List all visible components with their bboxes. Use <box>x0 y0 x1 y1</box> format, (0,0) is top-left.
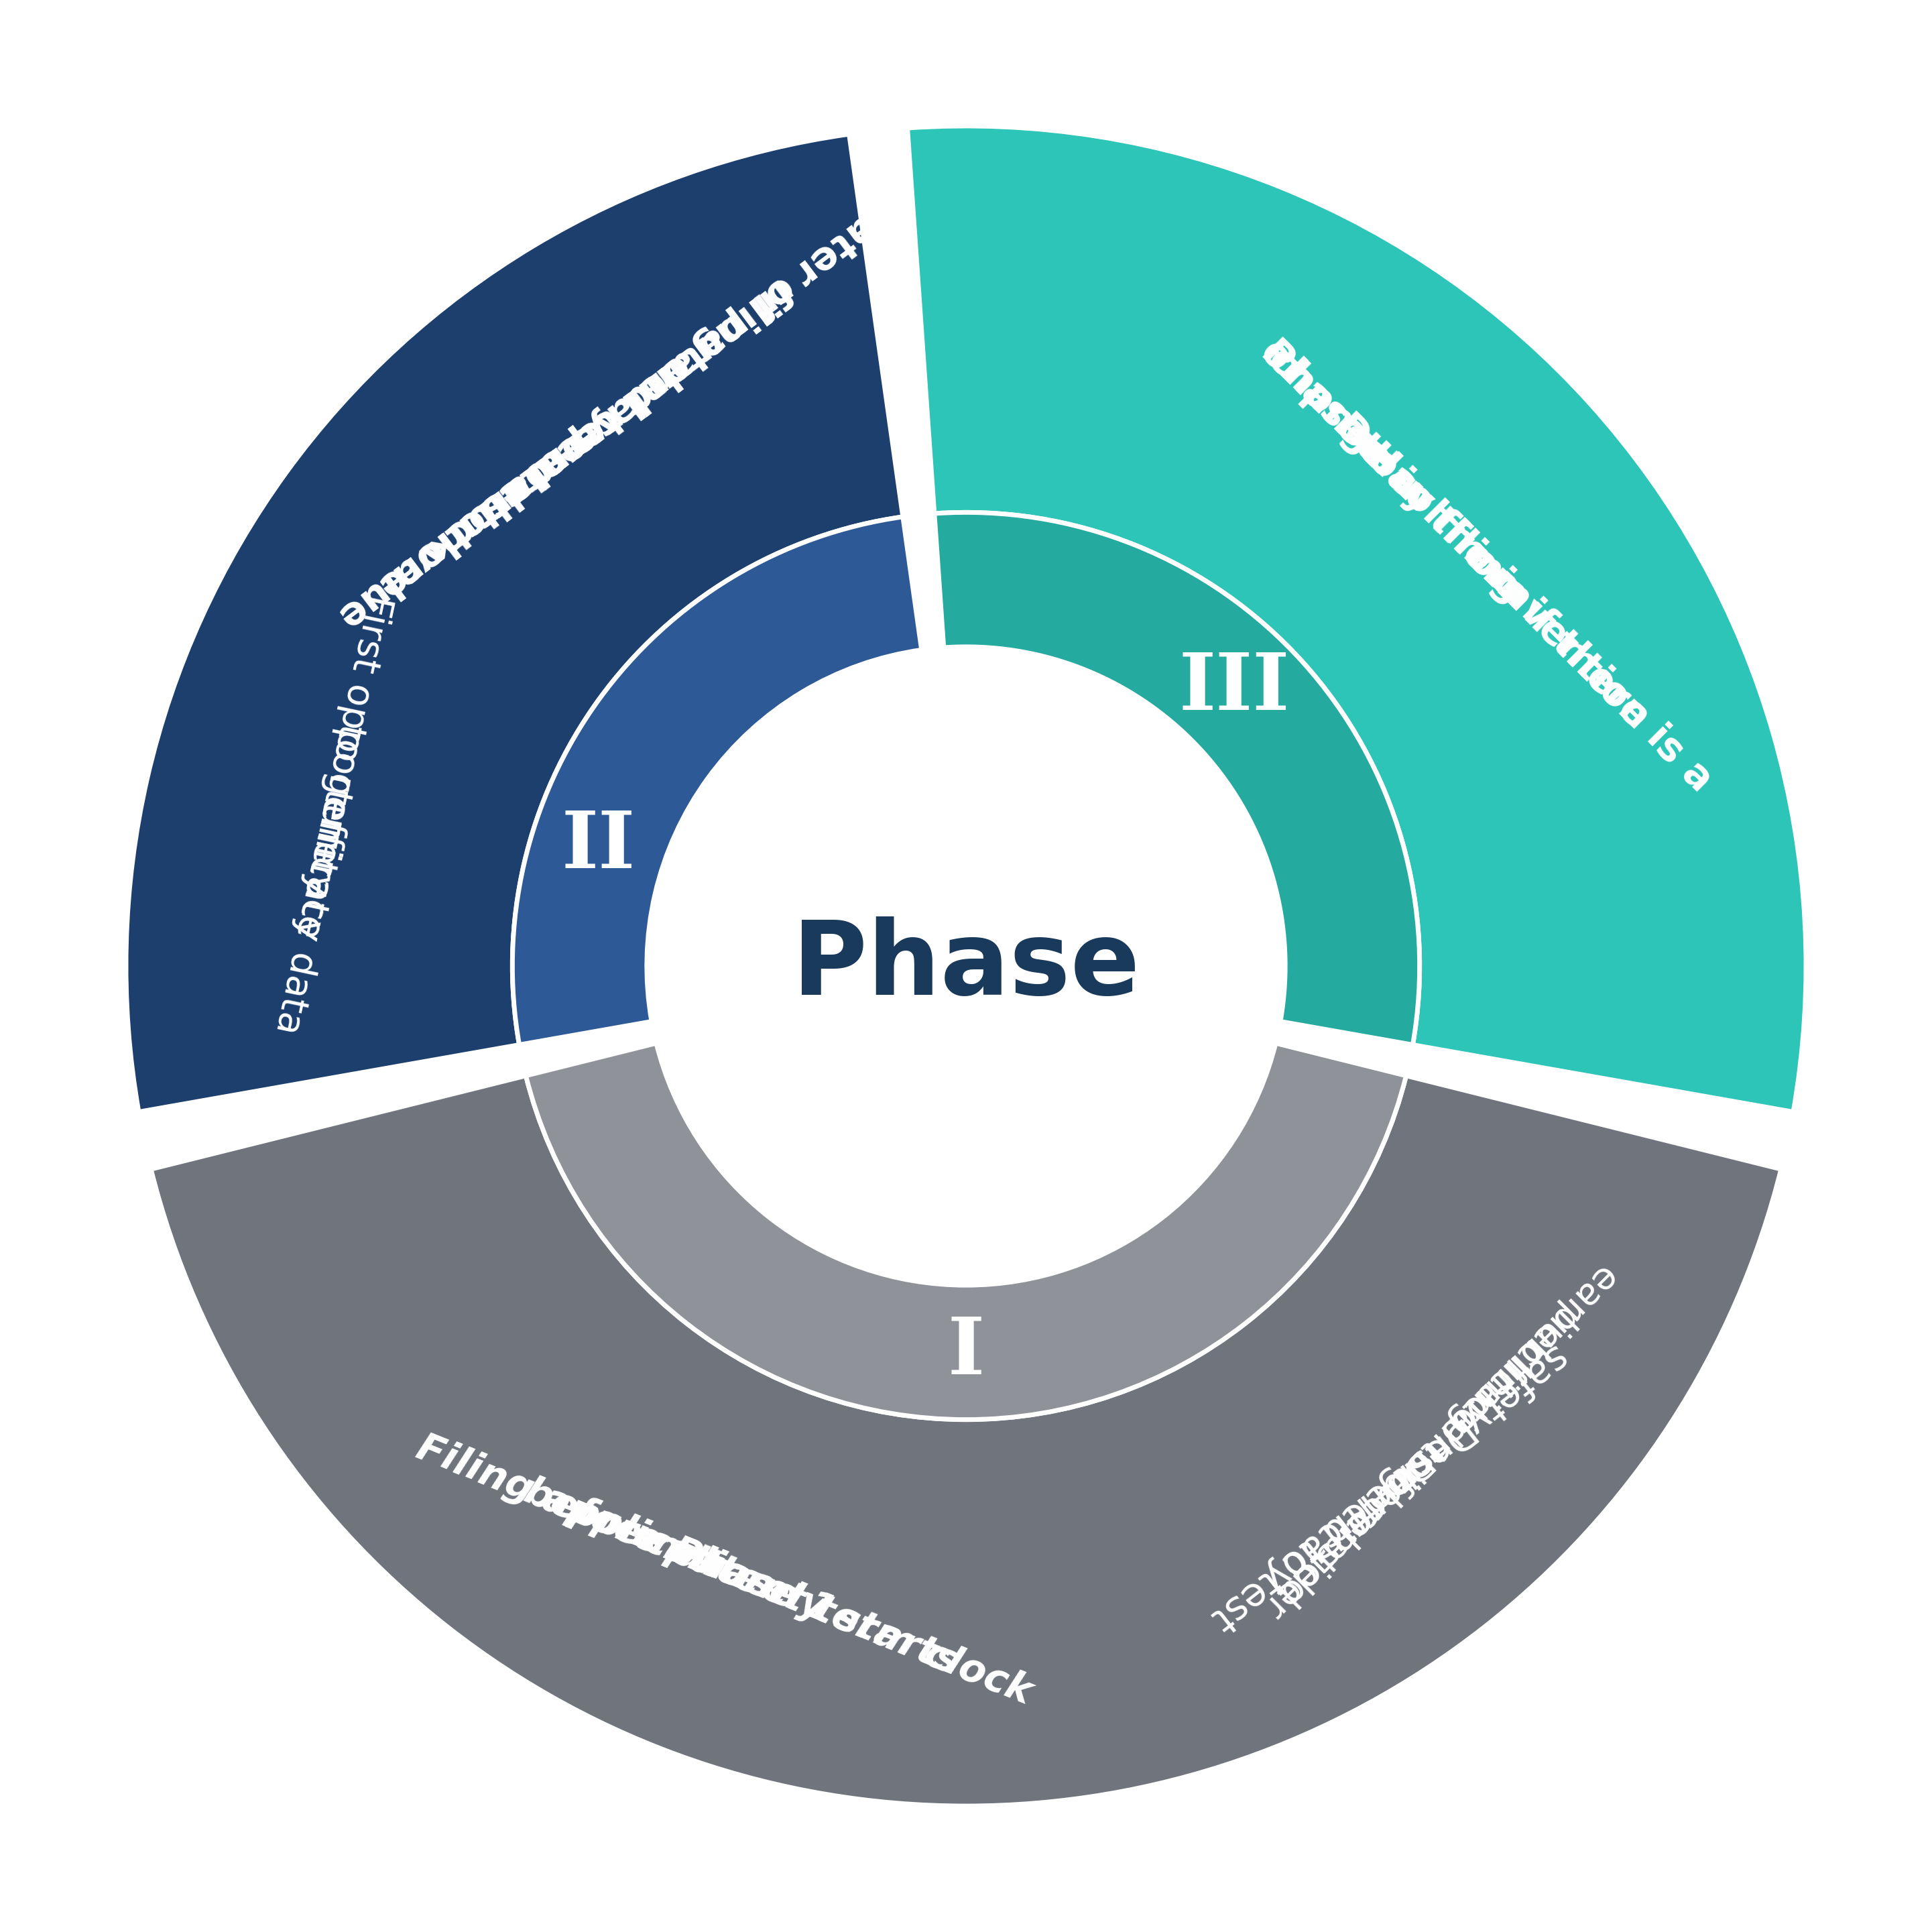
Wedge shape <box>126 133 902 1111</box>
Text: earlier filing: earlier filing <box>1441 1258 1625 1441</box>
Text: prematurely starts: prematurely starts <box>564 1492 964 1683</box>
Text: or protocol from: or protocol from <box>1252 332 1536 614</box>
Text: of patent term clock: of patent term clock <box>419 269 802 570</box>
Wedge shape <box>512 518 922 1045</box>
Text: Designed to test: Designed to test <box>1204 1408 1484 1638</box>
Text: safety, not efficacy: safety, not efficacy <box>1256 1337 1575 1598</box>
Text: First opportunity: First opportunity <box>298 591 396 900</box>
Circle shape <box>715 715 1217 1217</box>
Text: Delay filing if there is a: Delay filing if there is a <box>1327 406 1719 800</box>
Text: III: III <box>1179 649 1291 726</box>
Wedge shape <box>151 1076 1781 1806</box>
Text: publications for: publications for <box>1358 1296 1586 1524</box>
Wedge shape <box>526 1043 1406 1420</box>
Text: Later filing delays start: Later filing delays start <box>466 193 902 535</box>
Text: efficacy data: efficacy data <box>269 794 354 1037</box>
Text: patent term clock: patent term clock <box>661 1530 1037 1712</box>
Text: clinical trial related: clinical trial related <box>1271 1333 1549 1611</box>
Text: Do consider: Do consider <box>1258 1443 1439 1625</box>
Text: II: II <box>562 808 636 885</box>
Text: Phase II: Phase II <box>1254 332 1405 485</box>
Text: to generate: to generate <box>290 721 369 941</box>
Text: Filing application: Filing application <box>412 1430 779 1607</box>
Wedge shape <box>935 512 1420 1045</box>
Text: and creates more: and creates more <box>371 342 703 605</box>
Wedge shape <box>908 126 1806 1111</box>
Text: before Phase 1: before Phase 1 <box>520 1472 840 1633</box>
Text: change in the invention: change in the invention <box>1260 340 1658 736</box>
Text: I: I <box>947 1314 985 1391</box>
Text: Phase: Phase <box>792 916 1140 1016</box>
Text: product value: product value <box>330 421 599 636</box>
